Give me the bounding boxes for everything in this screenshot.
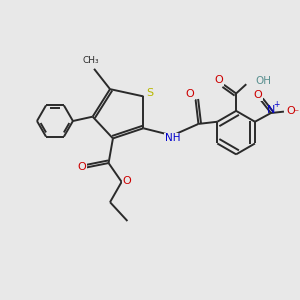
- Text: CH₃: CH₃: [83, 56, 100, 65]
- Text: O: O: [77, 162, 86, 172]
- Text: O: O: [286, 106, 295, 116]
- Text: O: O: [214, 75, 223, 85]
- Text: O: O: [122, 176, 131, 186]
- Text: OH: OH: [255, 76, 271, 86]
- Text: O: O: [253, 90, 262, 100]
- Text: +: +: [273, 100, 279, 109]
- Text: N: N: [267, 105, 275, 115]
- Text: ⁻: ⁻: [294, 108, 299, 118]
- Text: S: S: [146, 88, 153, 98]
- Text: O: O: [185, 89, 194, 99]
- Text: NH: NH: [165, 134, 181, 143]
